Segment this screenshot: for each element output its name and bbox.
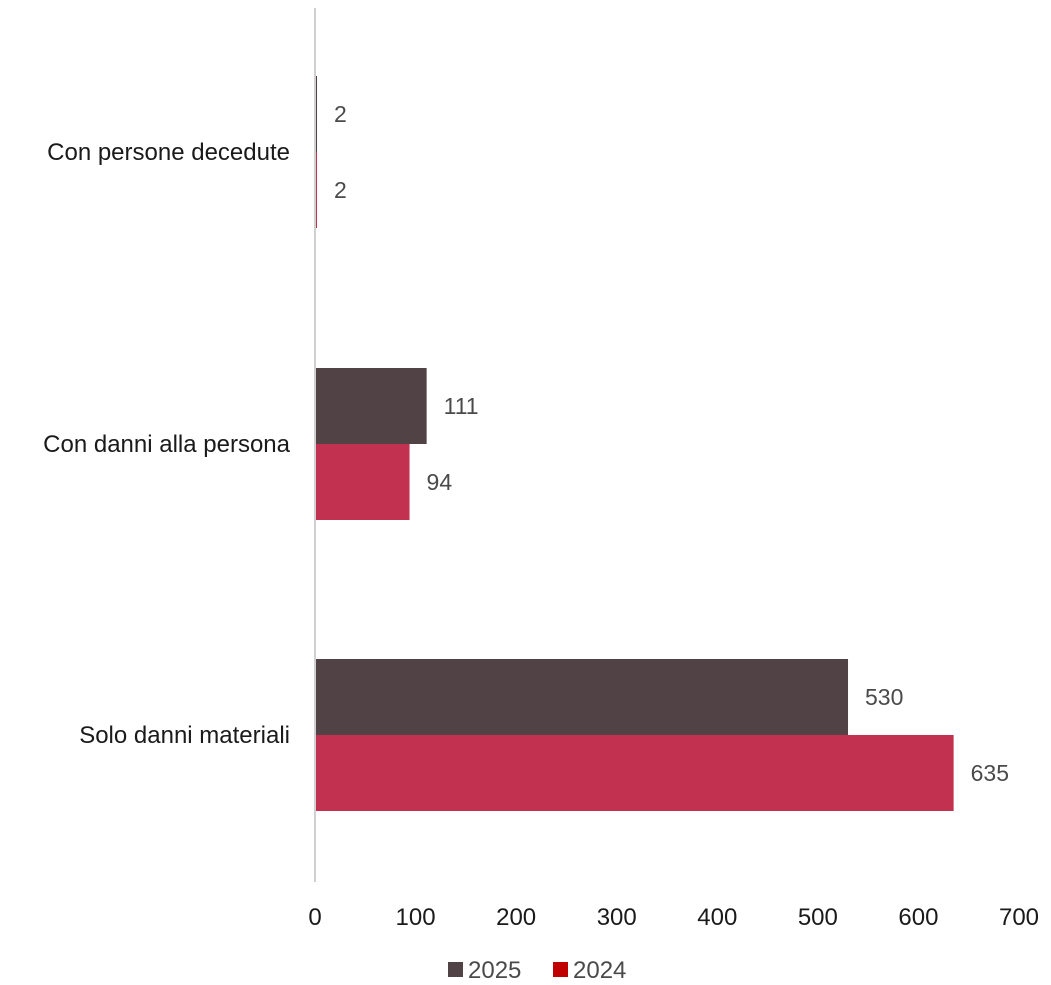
data-label: 111 bbox=[444, 393, 479, 419]
data-label: 2 bbox=[334, 177, 347, 203]
bar-2024-1 bbox=[315, 444, 410, 520]
legend-label: 2025 bbox=[468, 957, 521, 984]
x-tick-label: 600 bbox=[898, 904, 938, 931]
category-labels: Con persone decedute Con danni alla perso… bbox=[43, 139, 290, 749]
category-label: Con persone decedute bbox=[47, 139, 290, 166]
bars bbox=[315, 76, 954, 811]
bar-2025-1 bbox=[315, 368, 427, 444]
category-label: Con danni alla persona bbox=[43, 431, 290, 458]
x-tick-label: 700 bbox=[999, 904, 1039, 931]
x-tick-label: 0 bbox=[308, 904, 321, 931]
data-label: 635 bbox=[971, 760, 1009, 786]
x-tick-label: 200 bbox=[496, 904, 536, 931]
x-tick-label: 500 bbox=[798, 904, 838, 931]
bar-2024-0 bbox=[315, 152, 318, 228]
x-axis-tick-labels: 0 100 200 300 400 500 600 700 bbox=[308, 904, 1039, 931]
data-label: 94 bbox=[427, 469, 453, 495]
x-tick-label: 300 bbox=[597, 904, 637, 931]
bar-2024-2 bbox=[315, 735, 954, 811]
legend: 2025 2024 bbox=[448, 957, 626, 984]
legend-swatch bbox=[448, 962, 463, 977]
bar-2025-0 bbox=[315, 76, 318, 152]
legend-label: 2024 bbox=[573, 957, 626, 984]
data-label: 530 bbox=[865, 684, 903, 710]
data-label: 2 bbox=[334, 101, 347, 127]
data-labels: 2 111 530 2 94 635 bbox=[334, 101, 1009, 786]
x-tick-label: 100 bbox=[396, 904, 436, 931]
legend-swatch bbox=[553, 962, 568, 977]
x-tick-label: 400 bbox=[697, 904, 737, 931]
bar-2025-2 bbox=[315, 659, 849, 735]
category-label: Solo danni materiali bbox=[79, 722, 290, 749]
